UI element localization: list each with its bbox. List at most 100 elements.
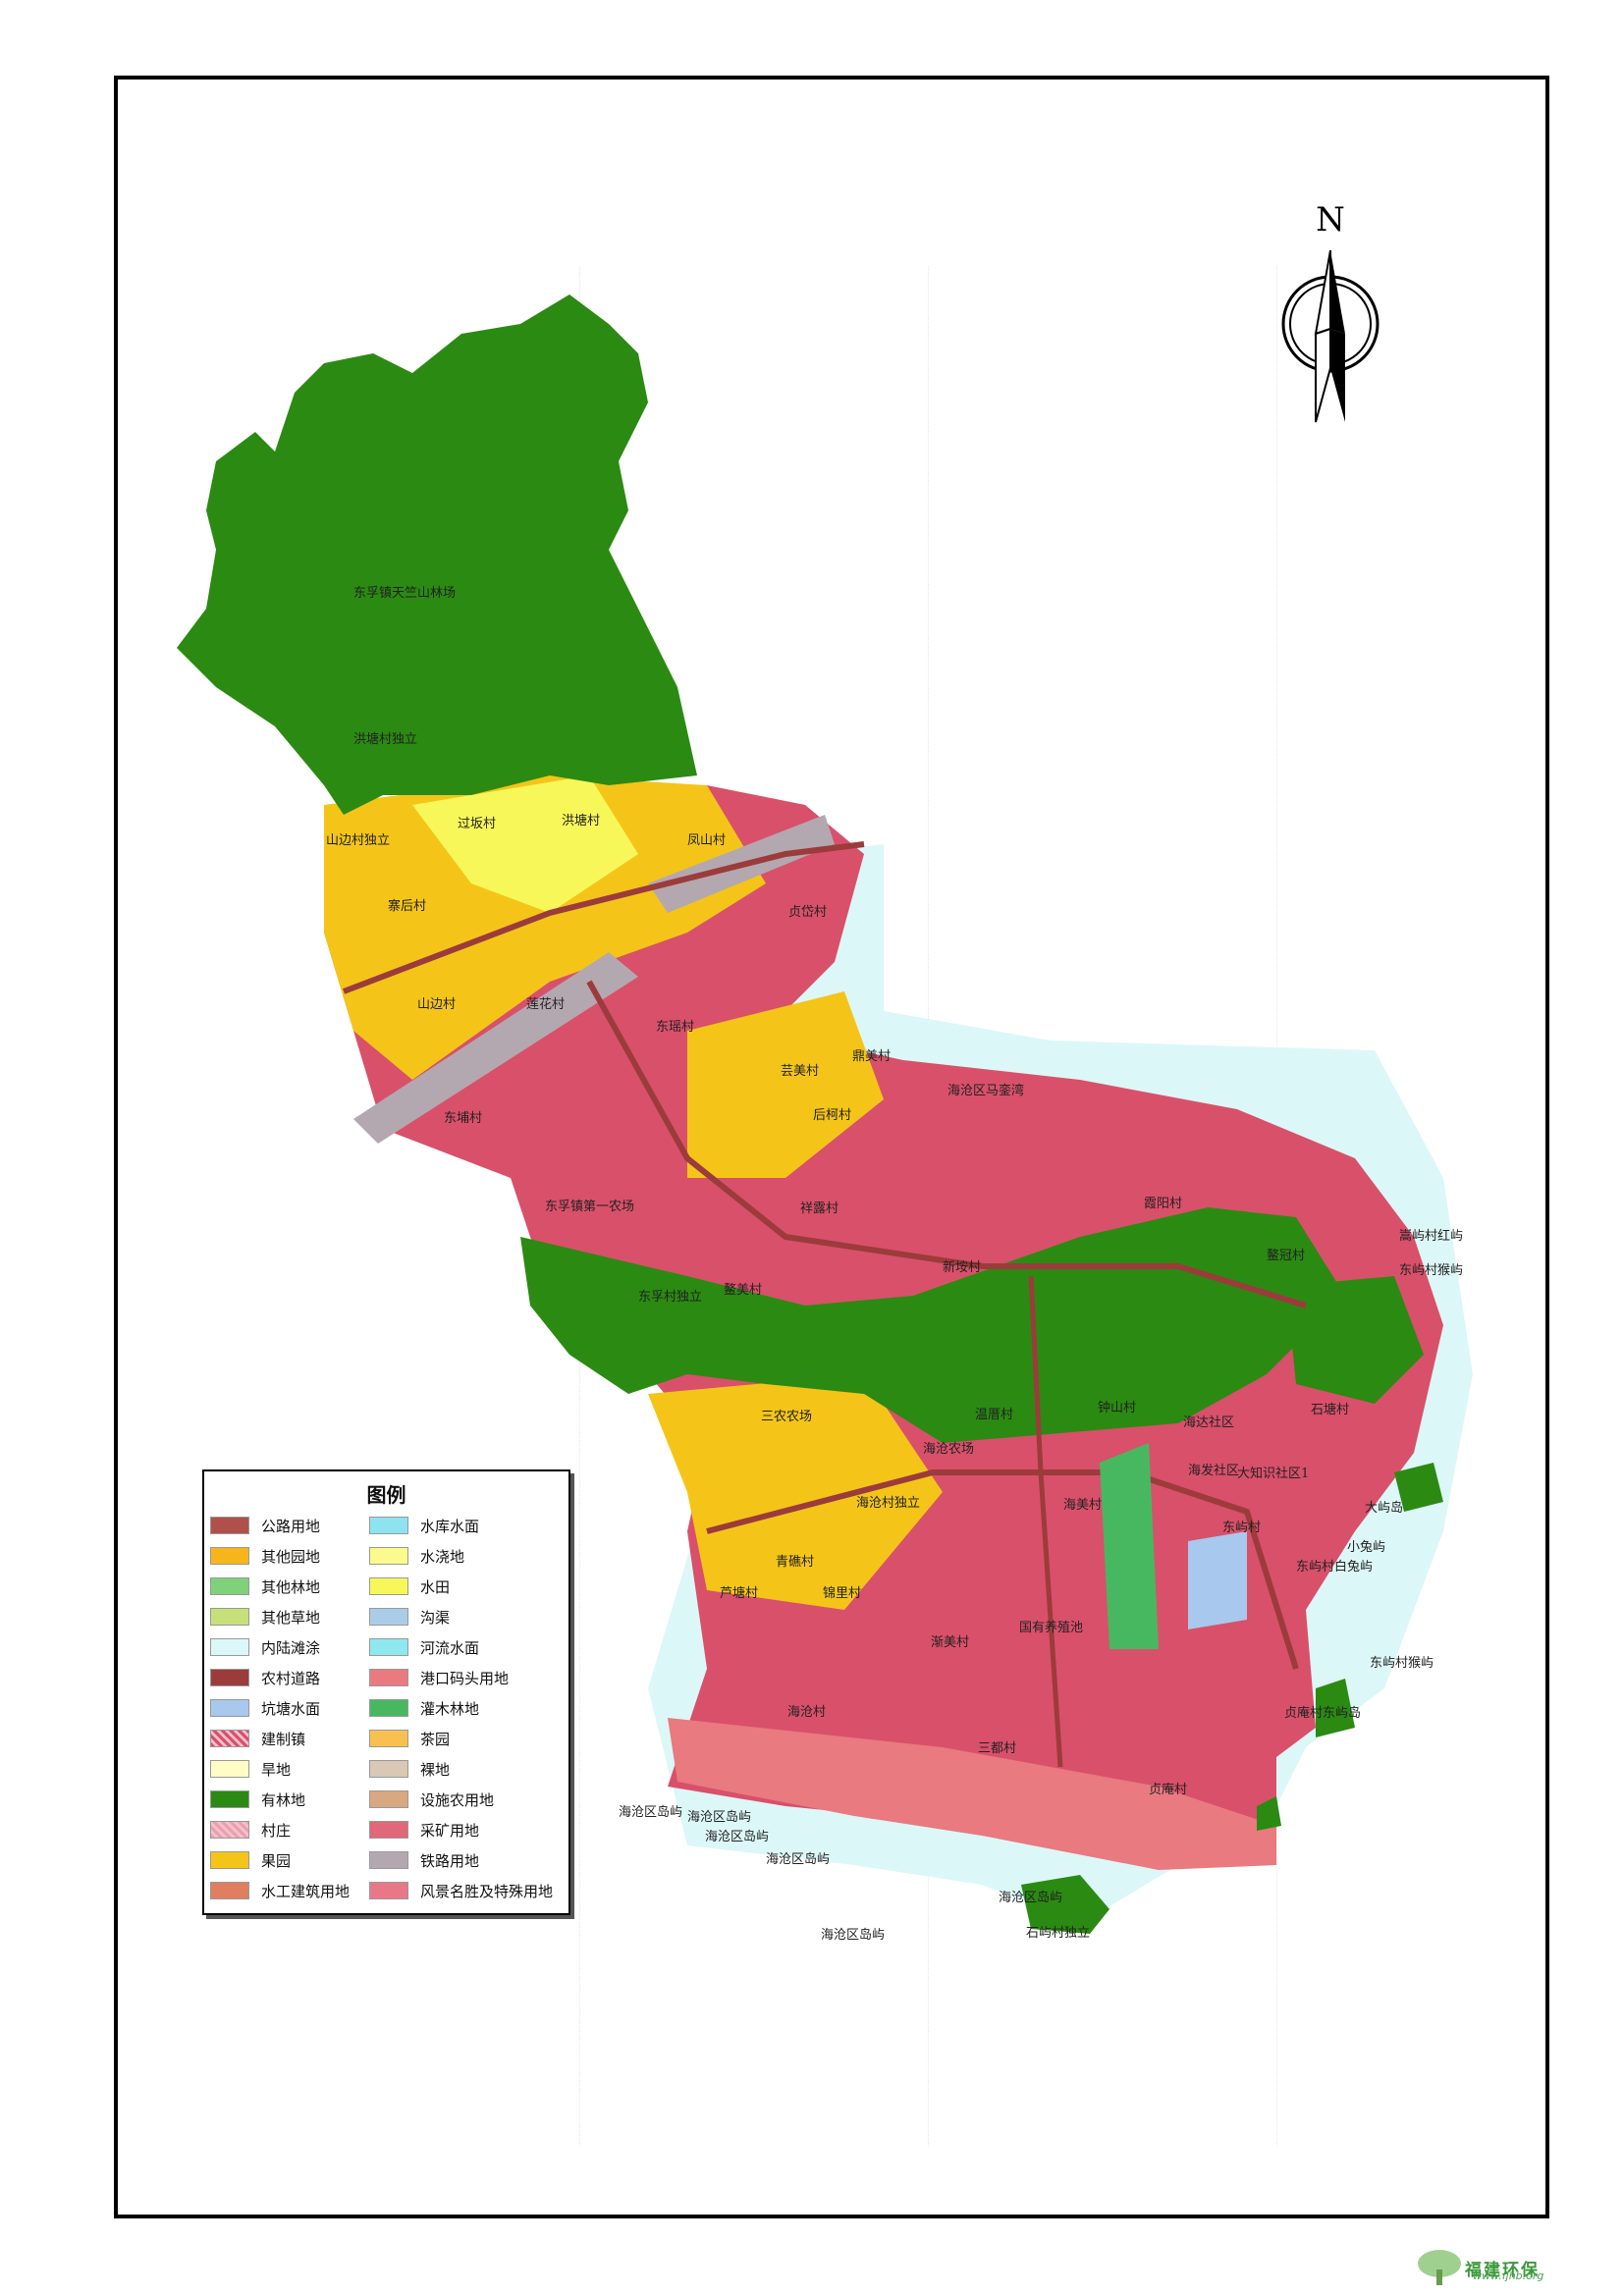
legend-swatch [369, 1699, 408, 1717]
land-reclaimed [668, 1718, 1276, 1870]
legend-label: 茶园 [420, 1730, 451, 1748]
place-label: 东孚村独立 [638, 1290, 703, 1305]
land-paddy [412, 775, 638, 913]
legend-item: 风景名胜及特殊用地 [369, 1880, 553, 1901]
place-label: 东屿村 [1222, 1521, 1262, 1535]
legend-item: 有林地 [210, 1789, 305, 1810]
legend-label: 其他草地 [261, 1608, 321, 1627]
place-label: 海沧区岛屿 [821, 1928, 886, 1943]
railway [353, 952, 638, 1144]
legend-swatch [210, 1882, 249, 1899]
place-label: 海沧区岛屿 [766, 1852, 831, 1867]
legend-swatch [210, 1821, 249, 1839]
legend-item: 水浇地 [369, 1545, 464, 1567]
legend-swatch [210, 1577, 249, 1595]
place-label: 海沧村 [787, 1705, 827, 1720]
place-label: 鳌美村 [724, 1283, 763, 1298]
place-label: 后柯村 [813, 1108, 852, 1123]
place-label: 东屿村猴屿 [1370, 1656, 1434, 1671]
legend-label: 灌木林地 [420, 1699, 480, 1718]
land-orchard [324, 775, 766, 1080]
legend-label: 坑塘水面 [261, 1699, 321, 1718]
legend-item: 村庄 [210, 1819, 291, 1841]
place-label: 祥露村 [800, 1201, 839, 1216]
island [1257, 1796, 1281, 1831]
place-label: 嵩屿村红屿 [1399, 1229, 1464, 1244]
place-label: 山边村独立 [326, 833, 391, 848]
pond [1100, 1443, 1159, 1649]
north-label: N [1316, 201, 1345, 240]
place-label: 过坂村 [458, 817, 497, 831]
place-label: 东瑶村 [656, 1020, 695, 1035]
place-label: 三农农场 [761, 1410, 813, 1424]
pond [1188, 1531, 1247, 1629]
place-label: 东孚镇天竺山林场 [353, 586, 457, 601]
place-label: 洪塘村 [562, 814, 601, 828]
legend-item: 设施农用地 [369, 1789, 494, 1810]
legend-swatch [210, 1608, 249, 1626]
land-forest [177, 294, 697, 815]
legend-swatch [369, 1577, 408, 1595]
legend-item: 采矿用地 [369, 1819, 479, 1841]
legend-swatch [210, 1547, 249, 1565]
legend-label: 水浇地 [420, 1547, 465, 1566]
place-label: 钟山村 [1098, 1401, 1137, 1415]
legend-label: 其他林地 [261, 1577, 321, 1596]
place-label: 国有养殖池 [1019, 1621, 1084, 1635]
legend-item: 港口码头用地 [369, 1667, 509, 1688]
legend-label: 采矿用地 [420, 1821, 480, 1840]
legend-item: 内陆滩涂 [210, 1636, 320, 1658]
island [1021, 1875, 1109, 1934]
place-label: 东屿村白兔屿 [1296, 1560, 1374, 1575]
place-label: 三都村 [978, 1741, 1017, 1756]
place-label: 洪塘村独立 [353, 732, 418, 747]
legend-swatch [210, 1638, 249, 1656]
place-label: 大屿岛 [1365, 1501, 1404, 1516]
place-label: 凤山村 [687, 833, 727, 848]
legend-label: 公路用地 [261, 1517, 321, 1535]
legend-label: 水田 [420, 1577, 451, 1596]
legend-item: 茶园 [369, 1728, 450, 1749]
place-label: 寨后村 [388, 899, 427, 914]
legend-swatch [210, 1730, 249, 1747]
legend-swatch [369, 1669, 408, 1686]
place-label: 海沧农场 [923, 1442, 975, 1457]
legend-title: 图例 [366, 1483, 406, 1507]
place-label: 山边村 [417, 997, 457, 1012]
legend-label: 有林地 [261, 1790, 306, 1809]
place-label: 贞岱村 [788, 905, 828, 920]
place-label: 海沧区岛屿 [619, 1805, 683, 1820]
legend-item: 水田 [369, 1575, 450, 1597]
legend-item: 其他林地 [210, 1575, 320, 1597]
legend-label: 水库水面 [420, 1517, 480, 1535]
legend-swatch [369, 1608, 408, 1626]
legend-item: 铁路用地 [369, 1849, 479, 1871]
place-label: 锦里村 [823, 1586, 862, 1601]
land-orchard [648, 1374, 943, 1610]
place-label: 渐美村 [931, 1635, 970, 1650]
road [342, 841, 865, 994]
place-label: 石塘村 [1311, 1403, 1350, 1417]
legend-item: 灌木林地 [369, 1697, 479, 1719]
place-label: 东孚镇第一农场 [545, 1200, 635, 1214]
place-label: 东屿村猴屿 [1399, 1263, 1464, 1278]
legend-item: 果园 [210, 1849, 291, 1871]
place-label: 小兔屿 [1347, 1540, 1386, 1555]
legend-label: 沟渠 [420, 1608, 451, 1627]
legend-label: 裸地 [420, 1760, 451, 1779]
legend-swatch [369, 1760, 408, 1778]
legend-item: 水库水面 [369, 1515, 479, 1536]
legend-label: 港口码头用地 [420, 1669, 510, 1687]
place-label: 温厝村 [975, 1408, 1014, 1422]
legend-label: 果园 [261, 1851, 292, 1870]
legend-label: 村庄 [261, 1821, 292, 1840]
place-label: 大知识社区1 [1237, 1467, 1310, 1481]
legend-item: 水工建筑用地 [210, 1880, 350, 1901]
legend-label: 建制镇 [261, 1730, 306, 1748]
legend-item: 其他草地 [210, 1606, 320, 1628]
place-label: 石屿村独立 [1026, 1926, 1091, 1941]
place-label: 青礁村 [776, 1555, 815, 1570]
place-label: 海美村 [1063, 1498, 1103, 1513]
legend-item: 河流水面 [369, 1636, 479, 1658]
legend-swatch [369, 1882, 408, 1899]
